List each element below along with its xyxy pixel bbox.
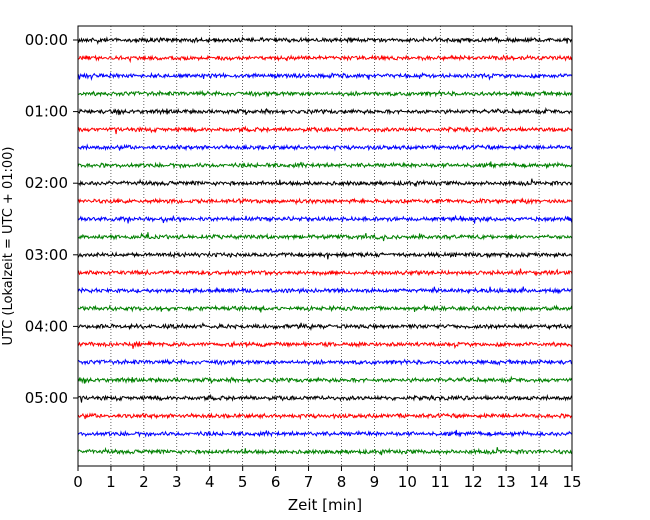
seismogram-trace (77, 197, 573, 206)
x-tick-label: 13 (497, 473, 516, 491)
seismogram-trace (77, 35, 573, 45)
y-tick-label: 02:00 (25, 174, 68, 192)
seismogram-trace (77, 304, 573, 313)
trace-group (77, 35, 573, 456)
seismogram-trace (77, 161, 573, 170)
y-tick-label: 03:00 (25, 246, 68, 264)
seismogram-trace (77, 143, 573, 152)
seismogram-trace (77, 321, 573, 332)
x-tick-label: 5 (238, 473, 248, 491)
seismogram-trace (77, 178, 573, 188)
x-tick-label: 15 (562, 473, 581, 491)
x-tick-label: 10 (398, 473, 417, 491)
y-tick-label: 01:00 (25, 103, 68, 121)
seismogram-trace (77, 268, 573, 277)
seismogram-trace (77, 251, 573, 260)
x-tick-label: 9 (370, 473, 380, 491)
x-tick-label: 6 (271, 473, 281, 491)
x-tick-label: 14 (530, 473, 549, 491)
seismogram-trace (77, 393, 573, 403)
y-tick-label: 00:00 (25, 31, 68, 49)
y-tick-label: 04:00 (25, 317, 68, 335)
seismogram-trace (77, 446, 573, 456)
seismogram-trace (77, 358, 573, 367)
seismogram-trace (77, 286, 573, 295)
y-axis: 00:00 01:00 02:00 03:00 04:00 05:00 (25, 31, 78, 407)
x-tick-label: 12 (464, 473, 483, 491)
grid-lines (110, 26, 540, 466)
seismogram-trace (77, 107, 572, 116)
plot-frame (77, 25, 573, 467)
x-tick-label: 7 (304, 473, 314, 491)
plot-background (78, 26, 572, 466)
seismogram-trace (77, 54, 573, 64)
seismogram-trace (77, 125, 573, 135)
x-tick-label: 2 (139, 473, 149, 491)
y-tick-label: 05:00 (25, 389, 68, 407)
seismogram-trace (77, 429, 573, 438)
x-axis: 0 1 2 3 4 5 6 7 8 9 10 11 12 13 14 15 (73, 466, 582, 491)
seismogram-trace (77, 232, 573, 242)
seismogram-trace (77, 89, 573, 98)
x-tick-label: 11 (431, 473, 450, 491)
x-tick-label: 0 (73, 473, 83, 491)
y-axis-label: UTC (Lokalzeit = UTC + 01:00) (1, 147, 16, 346)
seismogram-trace (77, 214, 573, 224)
x-tick-label: 4 (205, 473, 215, 491)
x-tick-label: 8 (337, 473, 347, 491)
seismogram-trace (77, 340, 573, 350)
seismogram-trace (77, 71, 573, 82)
seismogram-trace (77, 412, 573, 421)
x-tick-label: 3 (172, 473, 182, 491)
seismogram-trace (77, 375, 573, 385)
x-tick-label: 1 (106, 473, 116, 491)
x-axis-label: Zeit [min] (288, 496, 362, 514)
